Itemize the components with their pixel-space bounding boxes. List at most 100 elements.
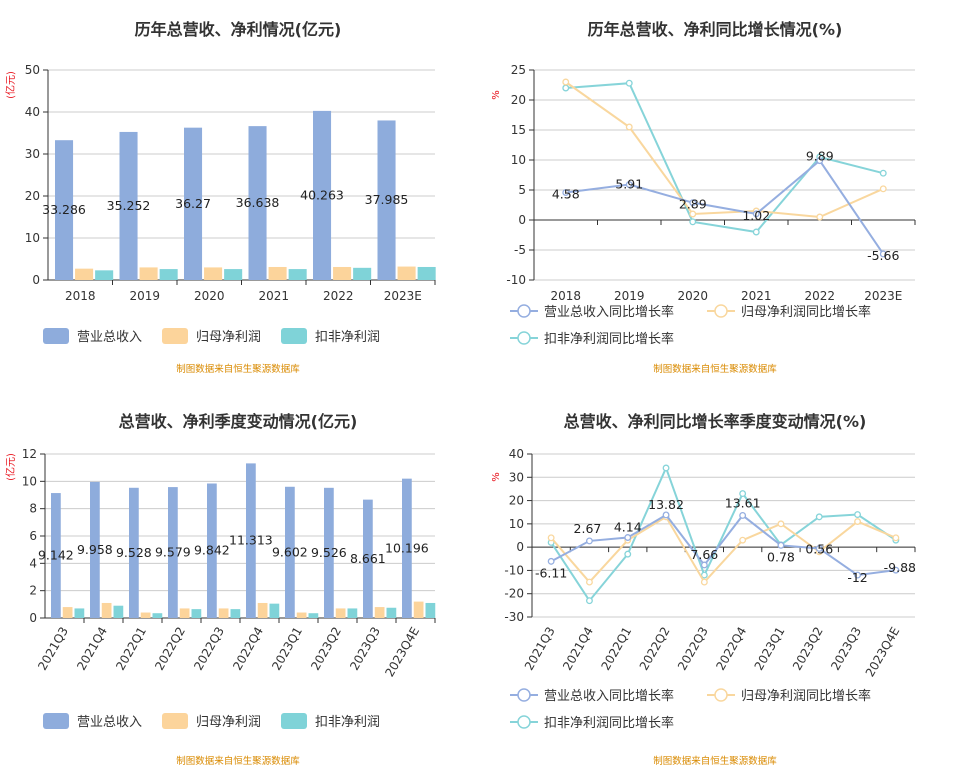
data-label: 9.526	[311, 545, 347, 560]
chart-title: 总营收、净利季度变动情况(亿元)	[119, 412, 358, 431]
series-point	[879, 169, 887, 177]
y-tick-label: 4	[29, 556, 37, 570]
source-note: 制图数据来自恒生聚源数据库	[653, 363, 777, 375]
y-tick-label: 20	[25, 189, 40, 203]
legend-swatch	[162, 713, 188, 729]
series-point	[562, 189, 570, 196]
y-tick-label: 0	[32, 273, 40, 287]
series-point	[625, 181, 633, 188]
bar-net-profit	[139, 267, 158, 280]
series-point	[739, 536, 747, 544]
bar-revenue	[168, 487, 178, 618]
bar-net-profit	[257, 602, 268, 618]
bar-deducted-profit	[386, 607, 397, 618]
series-point	[562, 84, 570, 92]
data-label: 1.02	[742, 208, 770, 223]
data-label: 35.252	[107, 198, 151, 213]
legend-marker	[517, 688, 531, 702]
series-point	[879, 185, 887, 193]
series-point	[662, 464, 670, 472]
x-tick-label: 2022	[804, 289, 835, 303]
series-line-1	[565, 81, 884, 219]
data-label: 11.313	[229, 533, 273, 548]
x-tick-label: 2021Q4	[74, 625, 110, 673]
bar-net-profit	[374, 607, 385, 618]
data-label: 9.579	[155, 545, 191, 560]
data-label: 40.263	[300, 187, 344, 202]
bar-net-profit	[268, 266, 287, 280]
x-tick-label: 2019	[614, 289, 645, 303]
y-tick-label: -20	[504, 587, 524, 601]
bar-revenue	[184, 127, 203, 280]
y-unit-label: %	[491, 472, 502, 482]
bar-deducted-profit	[347, 608, 358, 618]
annual-revenue-profit-panel: 历年总营收、净利情况(亿元) 制图数据来自恒生聚源数据库 (亿元) 0 10 20 30 40…	[0, 0, 477, 392]
y-tick-label: 25	[511, 63, 526, 77]
data-label: 36.27	[175, 196, 211, 211]
series-point	[854, 518, 861, 525]
y-tick-label: 10	[25, 231, 40, 245]
data-label: 9.842	[194, 543, 230, 558]
bar-deducted-profit	[159, 269, 178, 280]
data-label: 0.78	[767, 549, 795, 564]
x-tick-label: 2023Q1	[752, 625, 788, 673]
data-label: 37.985	[365, 192, 409, 207]
chart-title: 总营收、净利同比增长率季度变动情况(%)	[564, 412, 867, 431]
x-tick-label: 2022Q3	[675, 625, 711, 673]
series-point	[739, 490, 747, 498]
x-tick-label: 2019	[129, 289, 160, 303]
bar-revenue	[51, 493, 61, 618]
bar-net-profit	[296, 612, 307, 618]
x-tick-label: 2020	[194, 289, 225, 303]
quarterly-revenue-profit-panel: 总营收、净利季度变动情况(亿元) 制图数据来自恒生聚源数据库 (亿元) 0 2 4 6 8 10…	[0, 392, 477, 784]
chart-svg: 历年总营收、净利情况(亿元) 制图数据来自恒生聚源数据库 (亿元) 0 10 20 30 40…	[4, 20, 436, 375]
legend-marker	[714, 688, 728, 702]
y-tick-label: 10	[509, 517, 524, 531]
x-tick-label: 2022Q4	[713, 625, 749, 673]
x-tick-label: 2021Q3	[35, 625, 71, 673]
y-tick-label: 2	[29, 584, 37, 598]
legend-label: 营业总收入同比增长率	[544, 688, 674, 704]
y-unit-label: (亿元)	[4, 453, 17, 481]
bar-revenue	[377, 120, 396, 280]
y-unit-label: %	[491, 90, 502, 100]
series-point	[777, 520, 785, 528]
legend-label: 营业总收入	[77, 330, 142, 345]
series-line-1	[550, 515, 897, 584]
legend-marker	[517, 304, 531, 318]
bar-deducted-profit	[95, 270, 114, 280]
y-tick-label: 0	[518, 213, 526, 227]
data-label: 9.89	[806, 149, 834, 164]
x-tick-label: 2023Q3	[828, 625, 864, 673]
bar-revenue	[402, 478, 412, 618]
bar-revenue	[119, 131, 138, 280]
bar-deducted-profit	[191, 609, 202, 618]
data-label: 4.58	[552, 187, 580, 202]
series-point	[815, 544, 823, 552]
data-label: 7.66	[690, 547, 718, 562]
data-label: 33.286	[42, 202, 86, 217]
x-tick-label: 2021Q4	[560, 625, 596, 673]
data-label: 2.89	[679, 197, 707, 212]
series-point	[854, 511, 861, 518]
bar-net-profit	[335, 608, 346, 618]
y-tick-label: 40	[25, 105, 40, 119]
bar-net-profit	[179, 608, 190, 618]
y-tick-label: 5	[518, 183, 526, 197]
data-label: 5.91	[615, 177, 643, 192]
legend-label: 归母净利润同比增长率	[741, 688, 871, 704]
legend-label: 扣非净利润同比增长率	[544, 715, 674, 731]
bar-revenue	[207, 483, 217, 618]
legend-label: 归母净利润	[196, 715, 261, 730]
x-tick-label: 2022Q1	[113, 625, 149, 673]
series-point	[624, 550, 632, 558]
series-point	[892, 566, 900, 574]
data-label: 0.56	[805, 541, 833, 556]
series-point	[547, 534, 555, 542]
series-point	[547, 557, 555, 565]
bar-deducted-profit	[230, 609, 241, 618]
y-tick-label: 50	[25, 63, 40, 77]
chart-title: 历年总营收、净利同比增长情况(%)	[588, 20, 843, 39]
data-label: 9.602	[272, 544, 308, 559]
bar-deducted-profit	[152, 613, 163, 618]
